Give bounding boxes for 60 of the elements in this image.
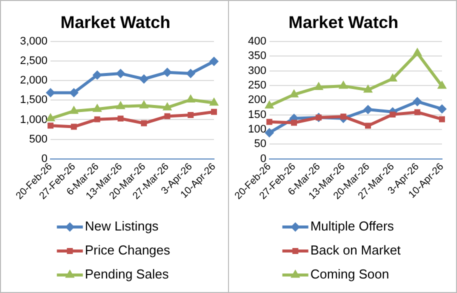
y-tick-label: 100 <box>248 124 266 136</box>
y-tick-label: 300 <box>248 64 266 77</box>
point <box>70 124 77 130</box>
point <box>140 100 148 108</box>
legend-label: Back on Market <box>310 242 402 258</box>
point <box>439 116 445 122</box>
point <box>164 113 170 120</box>
point <box>211 108 217 115</box>
y-tick-label: 3,000 <box>20 35 48 48</box>
point <box>264 100 274 108</box>
point <box>438 104 446 114</box>
point <box>412 48 422 56</box>
point <box>92 70 102 80</box>
point <box>365 122 371 129</box>
y-tick-label: 500 <box>29 133 48 146</box>
y-tick-label: 1,500 <box>20 94 48 106</box>
point <box>94 116 100 122</box>
point <box>116 101 125 110</box>
point <box>139 74 148 84</box>
point <box>188 112 194 118</box>
point <box>69 106 78 114</box>
point <box>266 118 272 125</box>
y-tick-label: 2,500 <box>20 55 48 68</box>
point <box>46 114 55 122</box>
y-tick-label: 350 <box>248 50 266 62</box>
point <box>364 84 372 93</box>
legend-label: New Listings <box>84 218 160 234</box>
chart-title: Market Watch <box>288 12 398 32</box>
point <box>438 81 446 89</box>
point <box>162 68 172 77</box>
legend-label: Coming Soon <box>310 266 390 282</box>
point <box>210 98 218 106</box>
point <box>314 82 324 90</box>
y-tick-label: 1,000 <box>20 114 48 126</box>
point <box>338 81 348 89</box>
point <box>48 122 54 129</box>
point <box>92 104 102 112</box>
point <box>291 120 297 126</box>
point <box>186 69 196 78</box>
y-tick-label: 250 <box>248 79 266 92</box>
y-tick-label: 400 <box>248 35 266 48</box>
point <box>210 56 218 66</box>
point <box>186 94 196 103</box>
point <box>390 112 396 118</box>
point <box>414 109 420 116</box>
point <box>118 116 124 122</box>
point <box>162 102 172 110</box>
point <box>264 128 274 138</box>
y-tick-label: 50 <box>254 138 266 150</box>
point <box>364 105 373 114</box>
legend-label: Pending Sales <box>84 266 170 282</box>
point <box>116 69 126 78</box>
point <box>412 97 422 106</box>
point <box>140 120 147 126</box>
y-tick-label: 2,000 <box>20 74 48 87</box>
y-tick-label: 200 <box>248 94 266 106</box>
y-tick-label: 150 <box>248 108 266 121</box>
chart-title: Market Watch <box>60 12 170 32</box>
legend-label: Price Changes <box>84 242 171 258</box>
legend-label: Multiple Offers <box>310 218 394 234</box>
